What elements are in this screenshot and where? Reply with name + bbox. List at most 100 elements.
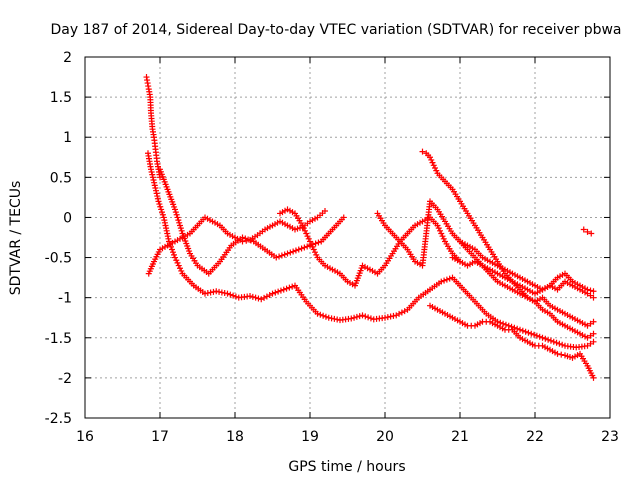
data-point bbox=[158, 206, 165, 213]
data-point bbox=[438, 278, 445, 285]
data-point bbox=[322, 313, 329, 320]
data-point bbox=[159, 211, 166, 218]
data-point bbox=[398, 309, 405, 316]
data-point bbox=[230, 292, 237, 299]
data-point bbox=[440, 235, 447, 242]
data-point bbox=[328, 315, 335, 322]
data-point bbox=[331, 315, 338, 322]
data-point bbox=[166, 238, 172, 245]
y-axis-label: SDTVAR / TECUs bbox=[8, 181, 24, 296]
data-point bbox=[157, 203, 164, 210]
data-point bbox=[314, 310, 321, 317]
data-point bbox=[252, 294, 259, 301]
data-point bbox=[149, 171, 156, 178]
data-point bbox=[207, 289, 214, 296]
data-point bbox=[176, 219, 183, 226]
data-point bbox=[303, 230, 310, 237]
y-tick-labels: 2 1.5 1 0.5 0 -0.5 -1 -1.5 -2 -2.5 bbox=[45, 50, 72, 427]
data-point bbox=[276, 253, 283, 260]
data-point bbox=[152, 185, 159, 192]
x-tick-label: 20 bbox=[376, 429, 394, 445]
data-point bbox=[151, 182, 158, 189]
data-point bbox=[390, 312, 397, 319]
data-point bbox=[590, 318, 597, 325]
data-point bbox=[313, 251, 320, 258]
y-tick-label: 1 bbox=[63, 130, 72, 146]
data-point bbox=[437, 227, 443, 234]
data-point bbox=[148, 166, 154, 173]
y-tick-label: -2.5 bbox=[45, 411, 72, 427]
data-point bbox=[173, 211, 180, 218]
data-point bbox=[401, 308, 408, 315]
data-point bbox=[216, 288, 223, 295]
data-point bbox=[249, 293, 256, 300]
data-point bbox=[590, 330, 597, 337]
data-point bbox=[174, 214, 181, 221]
data-point bbox=[525, 329, 532, 336]
data-point bbox=[522, 328, 529, 335]
data-point bbox=[287, 249, 294, 256]
data-point bbox=[430, 162, 437, 169]
y-tick-label: -1 bbox=[58, 291, 72, 307]
chart-title: Day 187 of 2014, Sidereal Day-to-day VTE… bbox=[50, 22, 621, 38]
data-point bbox=[312, 249, 318, 256]
data-point bbox=[247, 293, 253, 300]
data-point bbox=[169, 246, 175, 253]
y-tick-label: -0.5 bbox=[45, 251, 72, 267]
data-point bbox=[348, 315, 355, 322]
data-point bbox=[295, 246, 302, 253]
data-point bbox=[588, 230, 595, 237]
x-tick-label: 23 bbox=[601, 429, 619, 445]
data-point bbox=[204, 290, 211, 297]
data-point bbox=[227, 291, 234, 298]
data-point bbox=[580, 226, 587, 233]
data-point bbox=[429, 159, 436, 166]
x-tick-labels: 16 17 18 19 20 21 22 23 bbox=[76, 429, 619, 445]
data-point bbox=[590, 374, 597, 381]
data-point bbox=[213, 288, 220, 295]
data-point bbox=[245, 236, 252, 243]
data-point bbox=[519, 327, 526, 334]
data-point bbox=[263, 293, 270, 300]
x-tick-label: 16 bbox=[76, 429, 94, 445]
data-point bbox=[266, 292, 273, 299]
grid bbox=[85, 57, 610, 418]
data-point bbox=[299, 222, 306, 229]
data-point bbox=[151, 179, 158, 186]
data-point bbox=[359, 312, 366, 319]
series-trace-11 bbox=[580, 226, 595, 237]
data-point bbox=[508, 323, 515, 330]
data-point bbox=[446, 275, 453, 282]
data-point bbox=[273, 254, 280, 261]
data-point bbox=[428, 156, 435, 163]
y-tick-label: -1.5 bbox=[45, 331, 72, 347]
x-tick-label: 18 bbox=[226, 429, 244, 445]
x-axis-label: GPS time / hours bbox=[288, 459, 405, 475]
data-point bbox=[154, 195, 161, 202]
data-point bbox=[289, 283, 296, 290]
data-point bbox=[441, 277, 448, 284]
x-tick-label: 21 bbox=[451, 429, 469, 445]
data-point bbox=[367, 315, 374, 322]
series-trace-5 bbox=[277, 206, 463, 289]
data-point bbox=[304, 243, 311, 250]
data-point bbox=[290, 248, 297, 255]
data-point bbox=[275, 288, 282, 295]
data-point bbox=[156, 201, 163, 208]
data-point bbox=[177, 265, 183, 272]
data-point bbox=[304, 233, 311, 240]
data-point bbox=[242, 235, 249, 242]
data-point bbox=[258, 296, 265, 303]
data-point bbox=[433, 167, 440, 174]
data-point bbox=[550, 338, 557, 345]
data-point bbox=[168, 243, 174, 250]
series-trace-4 bbox=[157, 166, 347, 277]
data-point bbox=[302, 227, 308, 234]
data-point bbox=[172, 254, 178, 261]
data-point bbox=[334, 316, 341, 323]
data-point bbox=[202, 290, 208, 297]
data-point bbox=[307, 238, 313, 245]
data-point bbox=[174, 259, 181, 266]
data-point bbox=[362, 313, 369, 320]
data-point bbox=[255, 295, 262, 302]
